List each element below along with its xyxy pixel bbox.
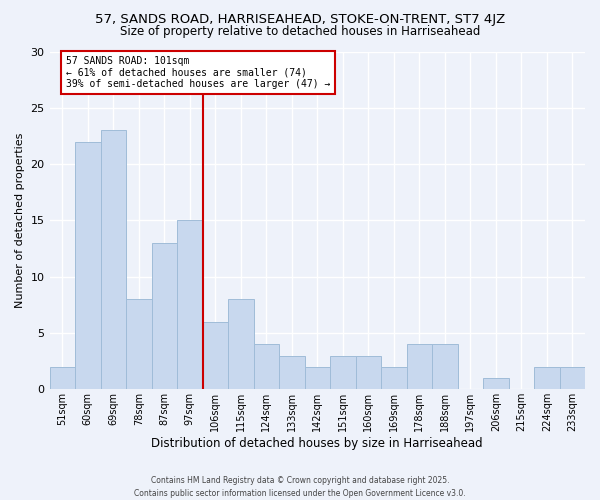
Bar [432,344,458,390]
Text: 57, SANDS ROAD, HARRISEAHEAD, STOKE-ON-TRENT, ST7 4JZ: 57, SANDS ROAD, HARRISEAHEAD, STOKE-ON-T… [95,12,505,26]
Bar [356,356,381,390]
Bar [560,367,585,390]
Bar [381,367,407,390]
X-axis label: Distribution of detached houses by size in Harriseahead: Distribution of detached houses by size … [151,437,483,450]
Bar [279,356,305,390]
Y-axis label: Number of detached properties: Number of detached properties [15,132,25,308]
Bar [50,367,75,390]
Bar [305,367,330,390]
Bar [254,344,279,390]
Bar [75,142,101,390]
Bar [228,299,254,390]
Text: Size of property relative to detached houses in Harriseahead: Size of property relative to detached ho… [120,25,480,38]
Bar [101,130,126,390]
Text: 57 SANDS ROAD: 101sqm
← 61% of detached houses are smaller (74)
39% of semi-deta: 57 SANDS ROAD: 101sqm ← 61% of detached … [66,56,331,89]
Bar [126,299,152,390]
Text: Contains HM Land Registry data © Crown copyright and database right 2025.
Contai: Contains HM Land Registry data © Crown c… [134,476,466,498]
Bar [152,243,177,390]
Bar [330,356,356,390]
Bar [534,367,560,390]
Bar [177,220,203,390]
Bar [483,378,509,390]
Bar [203,322,228,390]
Bar [407,344,432,390]
